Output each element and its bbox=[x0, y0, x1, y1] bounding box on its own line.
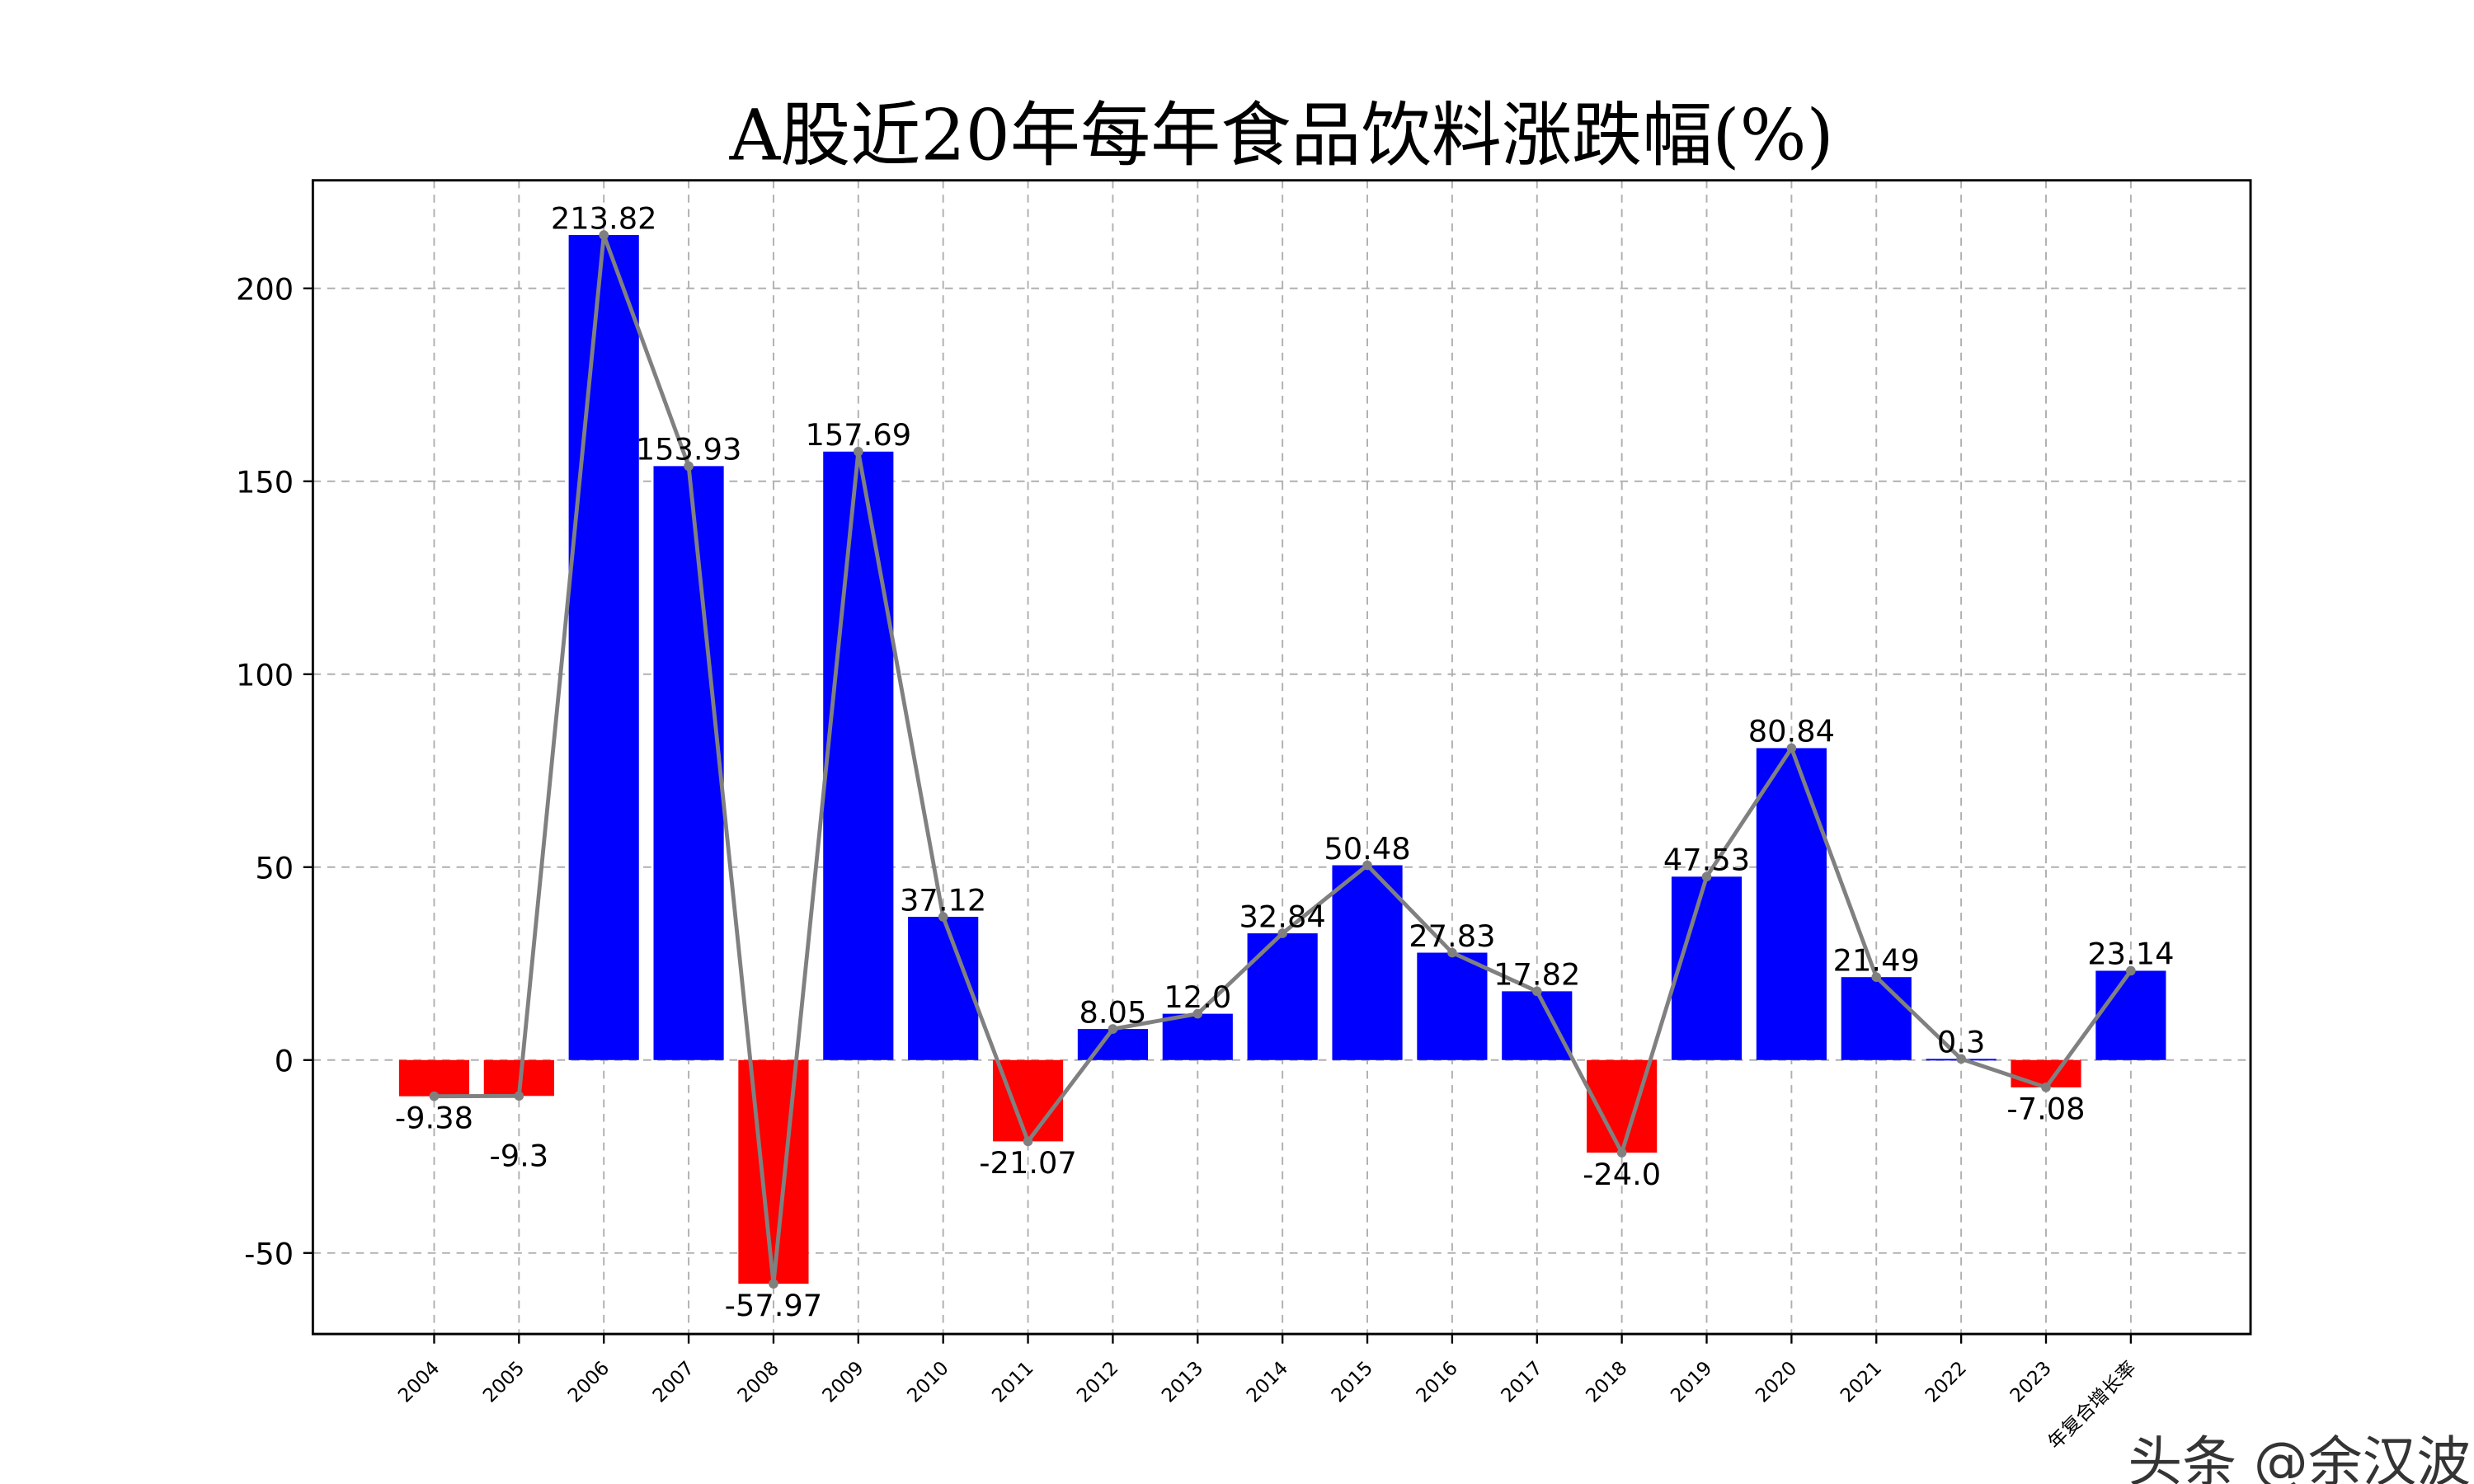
y-tick-label: 200 bbox=[236, 271, 294, 307]
bar bbox=[398, 1059, 470, 1097]
bar bbox=[653, 466, 724, 1060]
bar bbox=[568, 235, 639, 1060]
data-label: 47.53 bbox=[1663, 843, 1750, 878]
trend-point bbox=[514, 1091, 524, 1101]
data-label: -9.38 bbox=[395, 1100, 473, 1135]
x-tick-label: 2021 bbox=[1836, 1357, 1886, 1407]
trend-point bbox=[2126, 965, 2136, 976]
bars bbox=[398, 235, 2166, 1284]
y-axis: -50 0 50 100 150 200 bbox=[236, 271, 313, 1271]
trend-point bbox=[1531, 986, 1542, 997]
x-tick-label: 年复合增长率 bbox=[2044, 1357, 2141, 1454]
bar bbox=[823, 451, 894, 1060]
bar bbox=[1077, 1029, 1148, 1060]
trend-point bbox=[1447, 947, 1457, 958]
trend-point bbox=[2041, 1082, 2051, 1092]
x-tick-label: 2010 bbox=[903, 1357, 953, 1407]
data-label: -7.08 bbox=[2006, 1092, 2085, 1127]
x-tick-label: 2017 bbox=[1497, 1357, 1547, 1407]
x-tick-label: 2008 bbox=[733, 1357, 783, 1407]
data-label: 23.14 bbox=[2087, 937, 2174, 972]
trend-point bbox=[684, 461, 694, 472]
trend-point bbox=[1871, 972, 1882, 983]
data-label: 157.69 bbox=[805, 417, 911, 453]
trend-point bbox=[599, 230, 609, 240]
data-label: 21.49 bbox=[1833, 942, 1920, 978]
bar bbox=[1841, 977, 1912, 1060]
trend-line bbox=[429, 230, 2136, 1289]
x-tick-label: 2016 bbox=[1412, 1357, 1462, 1407]
data-labels: -9.38 -9.3 213.82 153.93 -57.97 157.69 37.12 -2… bbox=[395, 200, 2175, 1322]
x-tick-label: 2009 bbox=[818, 1357, 868, 1407]
bar bbox=[1332, 865, 1403, 1060]
bar bbox=[1162, 1013, 1233, 1060]
trend-point bbox=[1023, 1136, 1033, 1147]
data-label: 17.82 bbox=[1493, 957, 1580, 993]
chart-title: A股近20年每年食品饮料涨跌幅(%) bbox=[729, 96, 1834, 177]
x-tick-label: 2004 bbox=[394, 1357, 444, 1407]
y-tick-label: -50 bbox=[244, 1236, 294, 1271]
bar bbox=[992, 1059, 1064, 1142]
x-tick-label: 2012 bbox=[1073, 1357, 1123, 1407]
x-tick-label: 2007 bbox=[648, 1357, 698, 1407]
x-tick-label: 2005 bbox=[478, 1357, 529, 1407]
data-label: -21.07 bbox=[979, 1145, 1077, 1181]
bar bbox=[2095, 970, 2166, 1060]
bar bbox=[1502, 991, 1573, 1060]
data-label: -9.3 bbox=[489, 1138, 548, 1173]
x-tick-label: 2015 bbox=[1327, 1357, 1377, 1407]
x-tick-label: 2023 bbox=[2006, 1357, 2056, 1407]
data-label: 37.12 bbox=[900, 882, 986, 918]
bar bbox=[1247, 933, 1318, 1060]
trend-point bbox=[938, 912, 948, 922]
bar bbox=[1756, 748, 1827, 1060]
data-label: 80.84 bbox=[1748, 714, 1835, 749]
trend-point bbox=[769, 1279, 778, 1289]
data-label: 153.93 bbox=[636, 432, 742, 467]
y-tick-label: 100 bbox=[236, 657, 294, 693]
bar bbox=[1417, 952, 1488, 1060]
x-tick-label: 2011 bbox=[988, 1357, 1038, 1407]
trend-point bbox=[1786, 743, 1797, 754]
bar bbox=[908, 917, 979, 1060]
x-tick-label: 2006 bbox=[563, 1357, 614, 1407]
bar bbox=[1671, 876, 1743, 1060]
data-label: 50.48 bbox=[1324, 831, 1410, 866]
trend-point bbox=[429, 1091, 440, 1101]
data-label: -57.97 bbox=[725, 1288, 823, 1323]
trend-point bbox=[1956, 1054, 1966, 1064]
x-tick-label: 2014 bbox=[1242, 1357, 1292, 1407]
watermark: 头条 @余汉波 bbox=[2128, 1430, 2471, 1484]
data-label: -24.0 bbox=[1583, 1157, 1661, 1192]
x-tick-label: 2019 bbox=[1667, 1357, 1717, 1407]
y-tick-label: 0 bbox=[275, 1043, 294, 1078]
bar bbox=[738, 1059, 809, 1284]
trend-point bbox=[1108, 1024, 1118, 1034]
data-label: 213.82 bbox=[551, 200, 657, 236]
trend-point bbox=[1701, 871, 1712, 882]
y-tick-label: 50 bbox=[255, 850, 294, 885]
data-label: 0.3 bbox=[1937, 1025, 1985, 1060]
y-tick-label: 150 bbox=[236, 464, 294, 500]
data-label: 27.83 bbox=[1409, 918, 1495, 954]
data-label: 32.84 bbox=[1239, 899, 1326, 934]
data-label: 8.05 bbox=[1079, 994, 1146, 1030]
trend-point bbox=[1277, 928, 1287, 938]
x-tick-label: 2013 bbox=[1157, 1357, 1207, 1407]
trend-point bbox=[1192, 1008, 1203, 1019]
trend-point bbox=[1616, 1148, 1627, 1158]
data-label: 12.0 bbox=[1164, 979, 1231, 1015]
trend-point bbox=[1362, 860, 1372, 871]
x-axis: 2004 2005 2006 2007 2008 2009 2010 2011 2012 2013… bbox=[394, 1334, 2141, 1453]
x-tick-label: 2018 bbox=[1582, 1357, 1632, 1407]
trend-point bbox=[854, 446, 863, 457]
x-tick-label: 2022 bbox=[1921, 1357, 1971, 1407]
x-tick-label: 2020 bbox=[1751, 1357, 1801, 1407]
